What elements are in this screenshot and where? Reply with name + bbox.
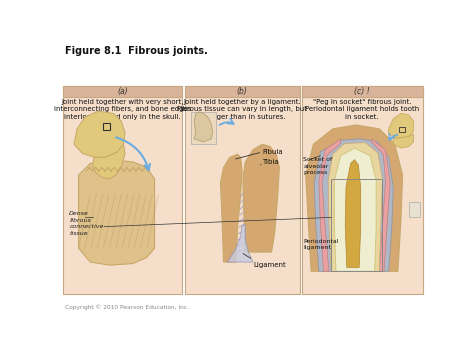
- Text: Ligament: Ligament: [253, 262, 286, 268]
- Bar: [103, 124, 109, 130]
- Text: (a): (a): [117, 87, 128, 96]
- Polygon shape: [306, 125, 402, 271]
- Text: Figure 8.1  Fibrous joints.: Figure 8.1 Fibrous joints.: [64, 47, 208, 56]
- Text: Joint held together by a ligament.
Fibrous tissue can vary in length, but
is lon: Joint held together by a ligament. Fibro…: [177, 99, 307, 120]
- Polygon shape: [194, 112, 213, 142]
- Text: Socket of
alveolar
process: Socket of alveolar process: [303, 157, 332, 175]
- Text: Tibia: Tibia: [262, 159, 279, 165]
- Polygon shape: [220, 154, 242, 262]
- Bar: [302, 87, 423, 294]
- Polygon shape: [243, 144, 279, 252]
- Text: Copyright © 2010 Pearson Education, Inc.: Copyright © 2010 Pearson Education, Inc.: [64, 304, 189, 310]
- Text: (c) !: (c) !: [355, 87, 370, 96]
- Text: Fibula: Fibula: [262, 149, 283, 155]
- Polygon shape: [334, 148, 376, 271]
- Bar: [409, 202, 419, 217]
- Polygon shape: [389, 114, 413, 138]
- Polygon shape: [345, 160, 361, 267]
- Bar: [331, 179, 382, 271]
- Text: Dense
fibrous
connective
tissue: Dense fibrous connective tissue: [69, 211, 104, 236]
- Polygon shape: [319, 139, 341, 271]
- Polygon shape: [79, 160, 155, 265]
- Text: Joint held together with very short,
interconnecting fibers, and bone edges
inte: Joint held together with very short, int…: [54, 99, 191, 120]
- Bar: [63, 87, 182, 294]
- Polygon shape: [328, 143, 383, 271]
- Polygon shape: [314, 139, 393, 271]
- Bar: [191, 112, 216, 144]
- Polygon shape: [74, 111, 125, 157]
- Polygon shape: [393, 134, 413, 148]
- Bar: [185, 87, 300, 294]
- Bar: [185, 87, 300, 97]
- Polygon shape: [92, 144, 125, 179]
- Polygon shape: [228, 225, 253, 262]
- Text: Periodontal
ligament: Periodontal ligament: [303, 239, 339, 250]
- Text: "Peg in socket" fibrous joint.
Periodontal ligament holds tooth
in socket.: "Peg in socket" fibrous joint. Periodont…: [305, 99, 419, 120]
- Bar: [400, 126, 405, 132]
- Text: (b): (b): [237, 87, 247, 96]
- Bar: [302, 87, 423, 97]
- Bar: [63, 87, 182, 97]
- Polygon shape: [372, 139, 390, 271]
